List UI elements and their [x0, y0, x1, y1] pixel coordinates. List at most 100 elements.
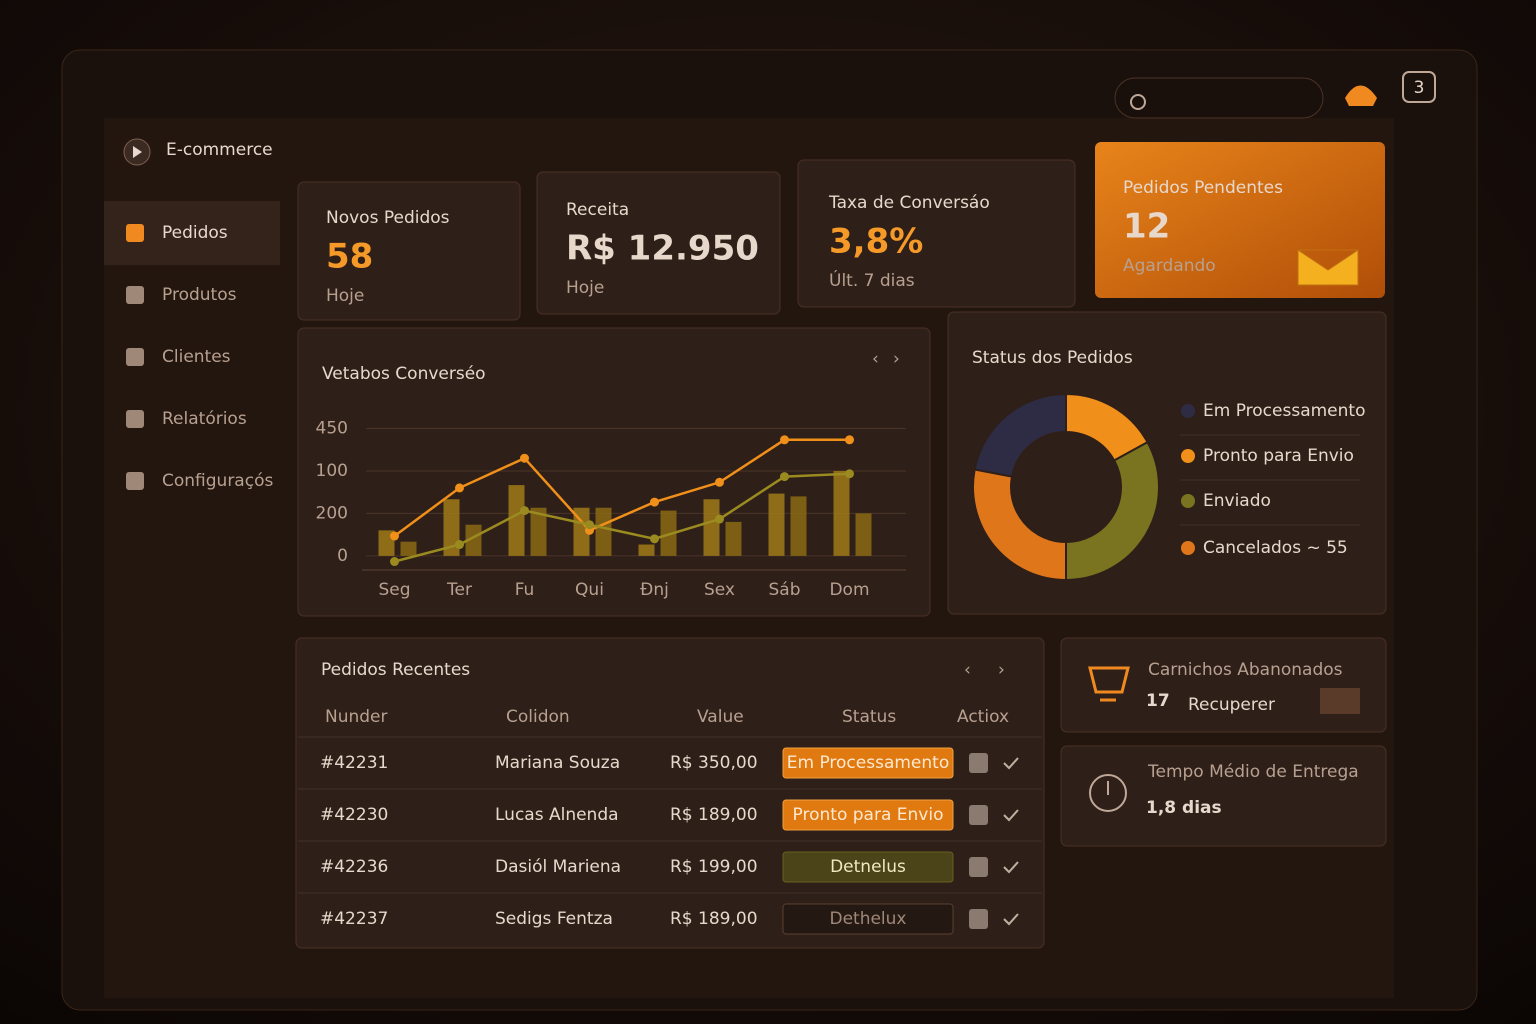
card-value: 17 — [1146, 691, 1170, 711]
messages-icon[interactable] — [1402, 71, 1436, 103]
kpi-note: Hoje — [326, 286, 364, 306]
prev-button[interactable]: ‹ — [872, 349, 879, 369]
check-icon[interactable] — [1003, 913, 1019, 926]
nav-item[interactable]: Clientes — [162, 347, 231, 367]
y-tick-label: 100 — [316, 461, 348, 481]
kpi-value: 12 — [1123, 207, 1170, 247]
order-number: #42236 — [320, 857, 388, 877]
line-point — [455, 540, 464, 550]
chart-title: Vetabos Converséo — [322, 364, 486, 384]
x-tick-label: Sex — [704, 580, 735, 600]
action-icon[interactable] — [969, 909, 988, 929]
column-header: Status — [842, 707, 896, 727]
card-title: Carnichos Abanonados — [1148, 660, 1343, 680]
card-title: Tempo Médio de Entrega — [1147, 762, 1359, 782]
kpi-title: Novos Pedidos — [326, 208, 450, 228]
legend-label: Enviado — [1203, 491, 1271, 511]
line — [393, 438, 850, 538]
legend-swatch — [1181, 541, 1195, 555]
x-tick-label: Ter — [446, 580, 472, 600]
status-pill[interactable] — [782, 747, 954, 779]
check-icon[interactable] — [1003, 809, 1019, 822]
table-title: Pedidos Recentes — [321, 660, 470, 680]
y-tick-label: 450 — [316, 418, 348, 438]
kpi-title: Taxa de Conversáo — [828, 193, 990, 213]
nav-item[interactable]: Relatórios — [162, 409, 247, 429]
notification-count: 3 — [1414, 78, 1425, 98]
table-panel — [295, 637, 1045, 949]
y-tick-label: 200 — [316, 503, 348, 523]
customer: Mariana Souza — [495, 753, 620, 773]
action-icon[interactable] — [969, 805, 988, 825]
status-pill[interactable] — [782, 799, 954, 831]
legend-label: Cancelados ~ 55 — [1203, 538, 1348, 558]
line-point — [780, 435, 789, 445]
nav-icon — [126, 348, 144, 366]
column-header: Value — [697, 707, 744, 727]
status: Em Processamento — [787, 753, 949, 773]
bar — [595, 507, 612, 556]
order-number: #42230 — [320, 805, 388, 825]
x-tick-label: Dom — [829, 580, 869, 600]
status: Detnelus — [830, 857, 906, 877]
bell-icon[interactable] — [1345, 85, 1377, 107]
amount: R$ 199,00 — [670, 857, 758, 877]
amount: R$ 350,00 — [670, 753, 758, 773]
line-point — [650, 534, 659, 544]
next-button[interactable]: › — [893, 349, 900, 369]
order-number: #42231 — [320, 753, 388, 773]
kpi-card — [297, 181, 521, 321]
clock-icon — [1089, 774, 1127, 812]
prev-button[interactable]: ‹ — [964, 660, 971, 680]
y-tick-label: 0 — [337, 546, 348, 566]
envelope-icon — [1297, 249, 1359, 286]
x-tick-label: Qui — [575, 580, 604, 600]
bar — [638, 544, 655, 556]
line-point — [650, 497, 659, 507]
order-number: #42237 — [320, 909, 388, 929]
check-icon[interactable] — [1003, 757, 1019, 770]
column-header: Actiox — [957, 707, 1009, 727]
bar — [465, 524, 482, 556]
info-card — [1060, 745, 1387, 847]
amount: R$ 189,00 — [670, 909, 758, 929]
nav-icon — [126, 286, 144, 304]
line-point — [845, 435, 854, 445]
nav-icon — [126, 472, 144, 490]
x-tick-label: Ðnj — [640, 580, 669, 600]
customer: Dasiól Mariena — [495, 857, 621, 877]
nav-icon — [126, 410, 144, 428]
nav-icon — [126, 224, 144, 242]
legend-swatch — [1181, 494, 1195, 508]
x-tick-label: Seg — [378, 580, 410, 600]
bar — [660, 510, 677, 556]
bar — [400, 541, 417, 556]
action-icon[interactable] — [969, 857, 988, 877]
line-point — [845, 469, 854, 479]
status-pill[interactable] — [782, 851, 954, 883]
kpi-card — [797, 159, 1076, 308]
line-point — [520, 453, 529, 463]
search-icon — [1130, 94, 1146, 110]
bar — [833, 470, 850, 556]
next-button[interactable]: › — [998, 660, 1005, 680]
kpi-title: Pedidos Pendentes — [1123, 178, 1283, 198]
legend-label: Em Processamento — [1203, 401, 1365, 421]
search[interactable] — [1114, 77, 1324, 119]
legend-swatch — [1181, 404, 1195, 418]
x-tick-label: Sáb — [769, 580, 801, 600]
action-icon[interactable] — [969, 753, 988, 773]
kpi-value: R$ 12.950 — [566, 229, 759, 269]
donut-title: Status dos Pedidos — [972, 348, 1133, 368]
line-point — [715, 477, 724, 487]
check-icon[interactable] — [1003, 861, 1019, 874]
nav-item[interactable]: Produtos — [162, 285, 237, 305]
status-pill[interactable] — [782, 903, 954, 935]
kpi-title: Receita — [566, 200, 629, 220]
line-point — [585, 520, 594, 530]
nav-item[interactable]: Pedidos — [162, 223, 228, 243]
nav-item[interactable]: Configuraçós — [162, 471, 273, 491]
bar — [790, 496, 807, 556]
kpi-note: Hoje — [566, 278, 604, 298]
